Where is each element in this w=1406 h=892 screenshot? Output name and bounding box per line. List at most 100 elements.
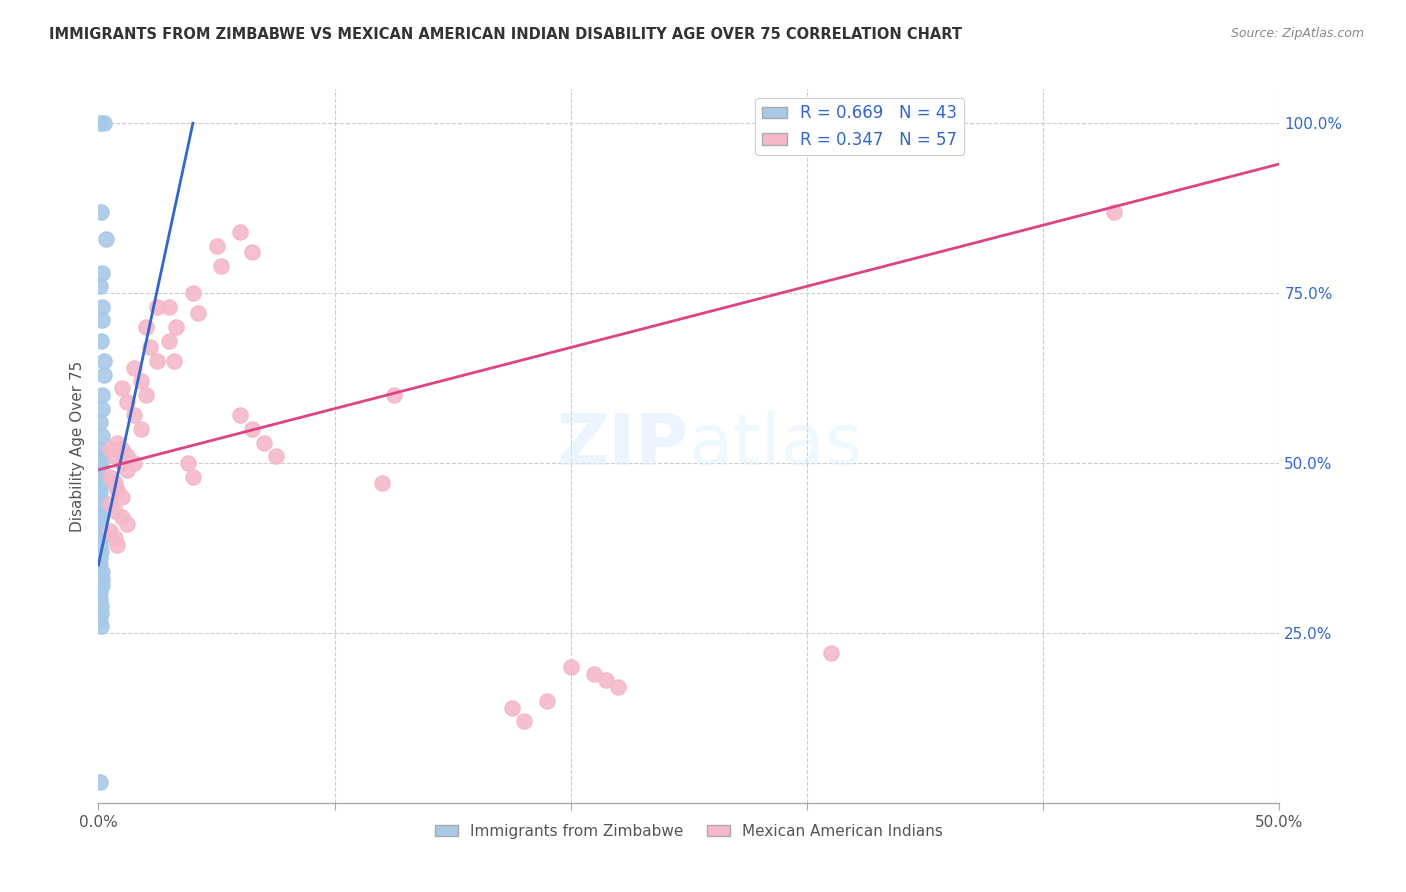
Point: [104, 449, 127, 463]
Point: [89, 483, 111, 498]
Point: [111, 442, 134, 457]
Point: [135, 388, 157, 402]
Point: [98, 524, 121, 538]
Point: [94, 232, 117, 246]
Point: [105, 435, 128, 450]
Point: [91, 429, 114, 443]
Point: [129, 422, 152, 436]
Point: [89, 612, 111, 626]
Point: [583, 666, 606, 681]
Point: [177, 456, 200, 470]
Point: [89, 775, 111, 789]
Point: [89, 116, 111, 130]
Point: [90, 599, 112, 613]
Point: [91, 266, 114, 280]
Point: [90, 476, 112, 491]
Point: [501, 700, 523, 714]
Point: [98, 442, 121, 457]
Point: [1102, 204, 1125, 219]
Point: [157, 300, 180, 314]
Point: [115, 449, 138, 463]
Point: [90, 313, 112, 327]
Text: ZIP: ZIP: [557, 411, 689, 481]
Point: [89, 442, 111, 457]
Point: [89, 490, 111, 504]
Point: [205, 238, 228, 252]
Point: [122, 360, 145, 375]
Point: [90, 401, 112, 416]
Point: [90, 334, 112, 348]
Point: [93, 368, 115, 382]
Point: [89, 551, 111, 566]
Point: [89, 279, 111, 293]
Point: [90, 524, 112, 538]
Y-axis label: Disability Age Over 75: Disability Age Over 75: [69, 360, 84, 532]
Point: [89, 558, 111, 572]
Legend: Immigrants from Zimbabwe, Mexican American Indians: Immigrants from Zimbabwe, Mexican Americ…: [429, 818, 949, 845]
Point: [111, 381, 134, 395]
Point: [181, 286, 204, 301]
Point: [157, 334, 180, 348]
Point: [181, 469, 204, 483]
Point: [104, 531, 127, 545]
Point: [240, 422, 263, 436]
Point: [115, 463, 138, 477]
Point: [90, 204, 112, 219]
Point: [264, 449, 287, 463]
Point: [98, 469, 121, 483]
Point: [382, 388, 405, 402]
Point: [115, 517, 138, 532]
Point: [111, 456, 134, 470]
Point: [820, 646, 842, 660]
Point: [122, 456, 145, 470]
Point: [89, 469, 111, 483]
Text: atlas: atlas: [689, 411, 863, 481]
Point: [90, 565, 112, 579]
Point: [89, 415, 111, 429]
Point: [98, 497, 121, 511]
Point: [90, 619, 112, 633]
Point: [146, 354, 169, 368]
Point: [93, 116, 115, 130]
Point: [90, 578, 112, 592]
Point: [111, 490, 134, 504]
Point: [90, 463, 112, 477]
Point: [229, 225, 252, 239]
Point: [105, 483, 128, 498]
Point: [90, 456, 112, 470]
Point: [595, 673, 617, 688]
Point: [91, 300, 114, 314]
Point: [240, 245, 263, 260]
Point: [253, 435, 276, 450]
Point: [146, 300, 169, 314]
Point: [111, 510, 134, 524]
Point: [90, 606, 112, 620]
Point: [89, 497, 111, 511]
Point: [90, 388, 112, 402]
Point: [165, 320, 187, 334]
Text: IMMIGRANTS FROM ZIMBABWE VS MEXICAN AMERICAN INDIAN DISABILITY AGE OVER 75 CORRE: IMMIGRANTS FROM ZIMBABWE VS MEXICAN AMER…: [49, 27, 962, 42]
Point: [560, 660, 582, 674]
Point: [90, 531, 112, 545]
Point: [90, 544, 112, 558]
Point: [229, 409, 252, 423]
Point: [105, 537, 128, 551]
Point: [129, 375, 152, 389]
Point: [536, 694, 558, 708]
Point: [93, 354, 115, 368]
Point: [89, 585, 111, 599]
Point: [607, 680, 630, 694]
Point: [89, 517, 111, 532]
Point: [115, 394, 138, 409]
Point: [209, 259, 232, 273]
Point: [89, 449, 111, 463]
Point: [135, 320, 157, 334]
Point: [104, 476, 127, 491]
Point: [90, 572, 112, 586]
Point: [90, 510, 112, 524]
Point: [139, 341, 162, 355]
Point: [163, 354, 186, 368]
Point: [90, 503, 112, 517]
Text: Source: ZipAtlas.com: Source: ZipAtlas.com: [1230, 27, 1364, 40]
Point: [371, 476, 394, 491]
